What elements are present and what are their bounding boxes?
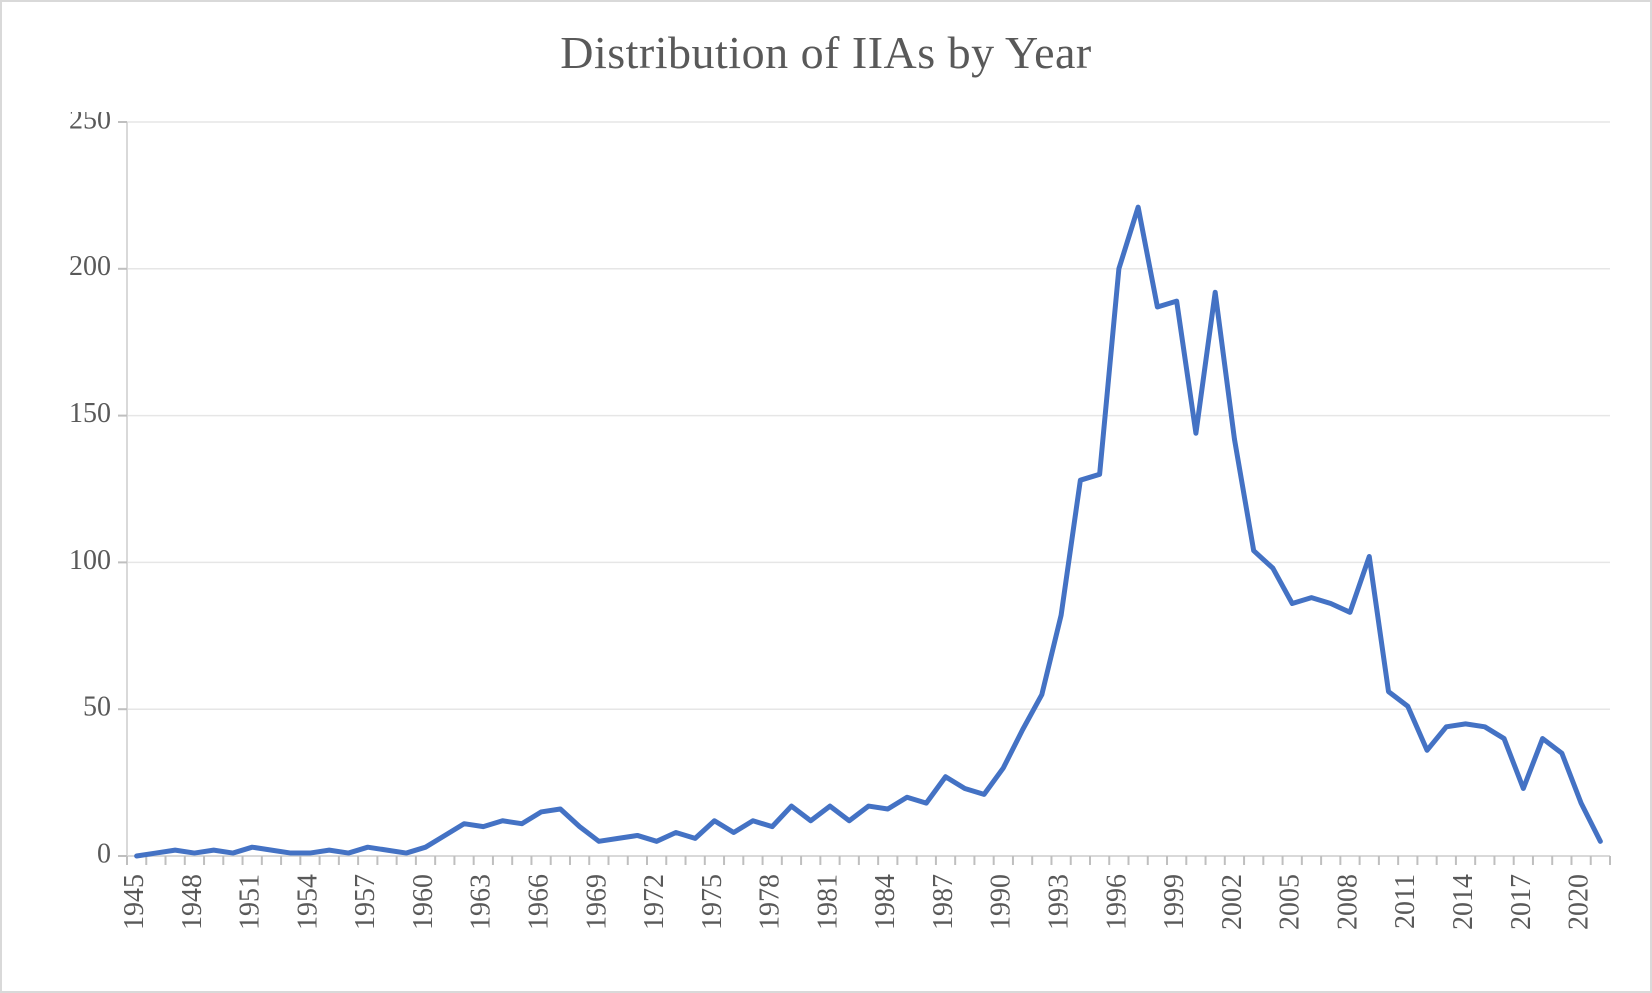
y-tick-label: 50 — [83, 692, 111, 723]
x-tick-label: 2005 — [1275, 874, 1306, 930]
x-tick-label: 2014 — [1448, 874, 1479, 930]
y-tick-label: 100 — [69, 545, 111, 576]
x-tick-label: 1969 — [581, 874, 612, 930]
x-tick-label: 1954 — [292, 874, 323, 930]
x-tick-label: 2011 — [1390, 874, 1421, 929]
x-tick-label: 2002 — [1217, 874, 1248, 930]
x-tick-label: 1972 — [639, 874, 670, 930]
x-tick-label: 1981 — [812, 874, 843, 930]
x-tick-label: 1993 — [1044, 874, 1075, 930]
y-tick-label: 150 — [69, 398, 111, 429]
y-tick-label: 0 — [97, 838, 111, 869]
x-tick-label: 1963 — [466, 874, 497, 930]
x-tick-label: 1975 — [697, 874, 728, 930]
x-tick-label: 1984 — [870, 874, 901, 930]
x-tick-label: 1960 — [408, 874, 439, 930]
y-tick-label: 200 — [69, 251, 111, 282]
x-tick-label: 1999 — [1159, 874, 1190, 930]
x-tick-label: 1978 — [755, 874, 786, 930]
line-chart-svg: 0 50 100 150 200 250 1945 1948 1951 1954 1957 1960 1… — [32, 112, 1620, 961]
x-tick-label: 1996 — [1101, 874, 1132, 930]
x-tick-label: 1987 — [928, 874, 959, 930]
x-tick-label: 2017 — [1506, 874, 1537, 930]
x-tick-label: 2008 — [1332, 874, 1363, 930]
plot-area: 0 50 100 150 200 250 1945 1948 1951 1954 1957 1960 1… — [32, 112, 1620, 961]
iia-series-line — [137, 207, 1601, 856]
x-tick-label: 1990 — [986, 874, 1017, 930]
chart-frame: Distribution of IIAs by Year 0 50 100 150 20… — [0, 0, 1652, 993]
x-tick-label: 1945 — [119, 874, 150, 930]
x-tick-label: 2020 — [1564, 874, 1595, 930]
y-tick-label: 250 — [69, 112, 111, 135]
x-tick-label: 1966 — [524, 874, 555, 930]
chart-title: Distribution of IIAs by Year — [2, 2, 1650, 87]
x-tick-label: 1948 — [177, 874, 208, 930]
x-tick-label: 1951 — [235, 874, 266, 930]
x-tick-label: 1957 — [350, 874, 381, 930]
